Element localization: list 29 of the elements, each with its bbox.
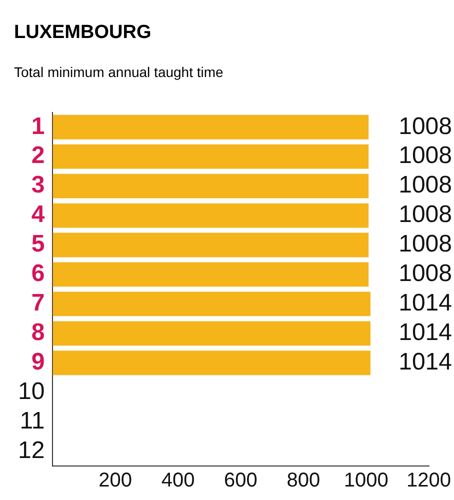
data-label: 1014 bbox=[398, 348, 452, 376]
x-tick-label: 1000 bbox=[344, 470, 388, 492]
y-tick-label: 3 bbox=[31, 172, 45, 199]
y-tick-label: 2 bbox=[31, 142, 45, 170]
chart-title: LUXEMBOURG bbox=[14, 22, 152, 44]
data-label: 1008 bbox=[398, 260, 452, 288]
y-tick-label: 6 bbox=[31, 260, 45, 288]
x-tick-label: 800 bbox=[286, 470, 320, 492]
data-label: 1008 bbox=[398, 230, 452, 258]
x-tick-label: 200 bbox=[98, 470, 132, 492]
y-tick-label: 10 bbox=[18, 378, 45, 405]
y-tick-label: 4 bbox=[31, 201, 46, 228]
y-tick-label: 5 bbox=[31, 230, 45, 258]
data-label: 1014 bbox=[398, 290, 452, 317]
x-tick-label: 1200 bbox=[406, 470, 452, 492]
y-tick-label: 12 bbox=[18, 436, 45, 464]
data-label: 1008 bbox=[398, 201, 452, 228]
y-tick-label: 7 bbox=[31, 290, 45, 317]
data-label: 1008 bbox=[398, 172, 452, 199]
chart-subtitle: Total minimum annual taught time bbox=[14, 64, 224, 80]
y-tick-label: 11 bbox=[20, 407, 45, 434]
data-label: 1008 bbox=[398, 142, 452, 170]
x-tick-label: 600 bbox=[224, 470, 258, 492]
data-label: 1008 bbox=[398, 112, 452, 140]
y-tick-label: 9 bbox=[31, 348, 45, 376]
data-label: 1014 bbox=[398, 319, 452, 346]
y-tick-label: 1 bbox=[31, 112, 45, 140]
x-tick-label: 400 bbox=[161, 470, 195, 492]
y-tick-label: 8 bbox=[31, 319, 45, 346]
